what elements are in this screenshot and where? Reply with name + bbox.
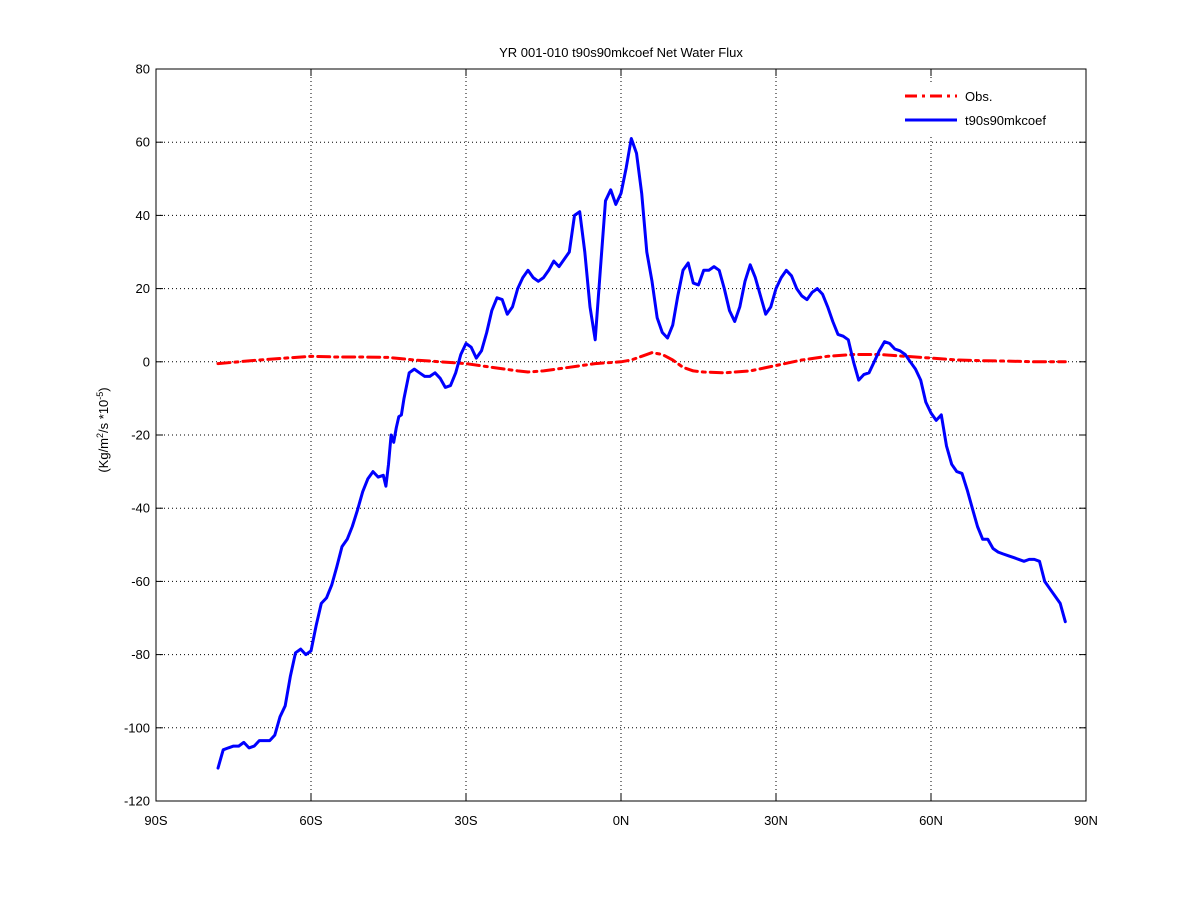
- y-tick-label: 80: [136, 62, 150, 77]
- series-line-model: [216, 137, 1067, 770]
- x-tick-label: 60N: [919, 813, 943, 828]
- y-axis-label-sup1: 2: [95, 433, 105, 438]
- y-tick-labels: -120 -100 -80 -60 -40 -20 0 20 40 60 80: [124, 62, 150, 809]
- y-tick-label: -40: [131, 501, 150, 516]
- series-layer: [216, 137, 1067, 770]
- y-tick-label: -120: [124, 794, 150, 809]
- legend-label-obs: Obs.: [965, 89, 992, 104]
- x-tick-label: 0N: [613, 813, 630, 828]
- y-axis-label: (Kg/m2/s *10-5): [95, 387, 111, 472]
- axis-ticks: [155, 68, 1087, 802]
- y-tick-label: 20: [136, 281, 150, 296]
- y-axis-label-sup2: -5: [95, 392, 105, 400]
- chart-title: YR 001-010 t90s90mkcoef Net Water Flux: [499, 45, 743, 60]
- x-tick-label: 30N: [764, 813, 788, 828]
- x-tick-label: 90S: [144, 813, 167, 828]
- y-tick-label: 0: [143, 354, 150, 369]
- y-tick-label: 40: [136, 208, 150, 223]
- series-line-obs: [216, 351, 1067, 375]
- y-tick-label: -60: [131, 574, 150, 589]
- x-tick-label: 30S: [454, 813, 477, 828]
- x-tick-label: 90N: [1074, 813, 1098, 828]
- y-tick-label: -80: [131, 647, 150, 662]
- y-tick-label: -100: [124, 720, 150, 735]
- y-axis-label-middle: /s *10: [96, 400, 111, 433]
- legend-label-model: t90s90mkcoef: [965, 113, 1046, 128]
- y-tick-label: 60: [136, 135, 150, 150]
- y-tick-label: -20: [131, 428, 150, 443]
- y-axis-label-suffix: ): [96, 387, 111, 391]
- legend: Obs. t90s90mkcoef: [900, 82, 1075, 136]
- legend-box: [900, 82, 1075, 136]
- y-axis-label-prefix: (Kg/m: [96, 438, 111, 473]
- x-tick-label: 60S: [299, 813, 322, 828]
- x-tick-labels: 90S 60S 30S 0N 30N 60N 90N: [144, 813, 1098, 828]
